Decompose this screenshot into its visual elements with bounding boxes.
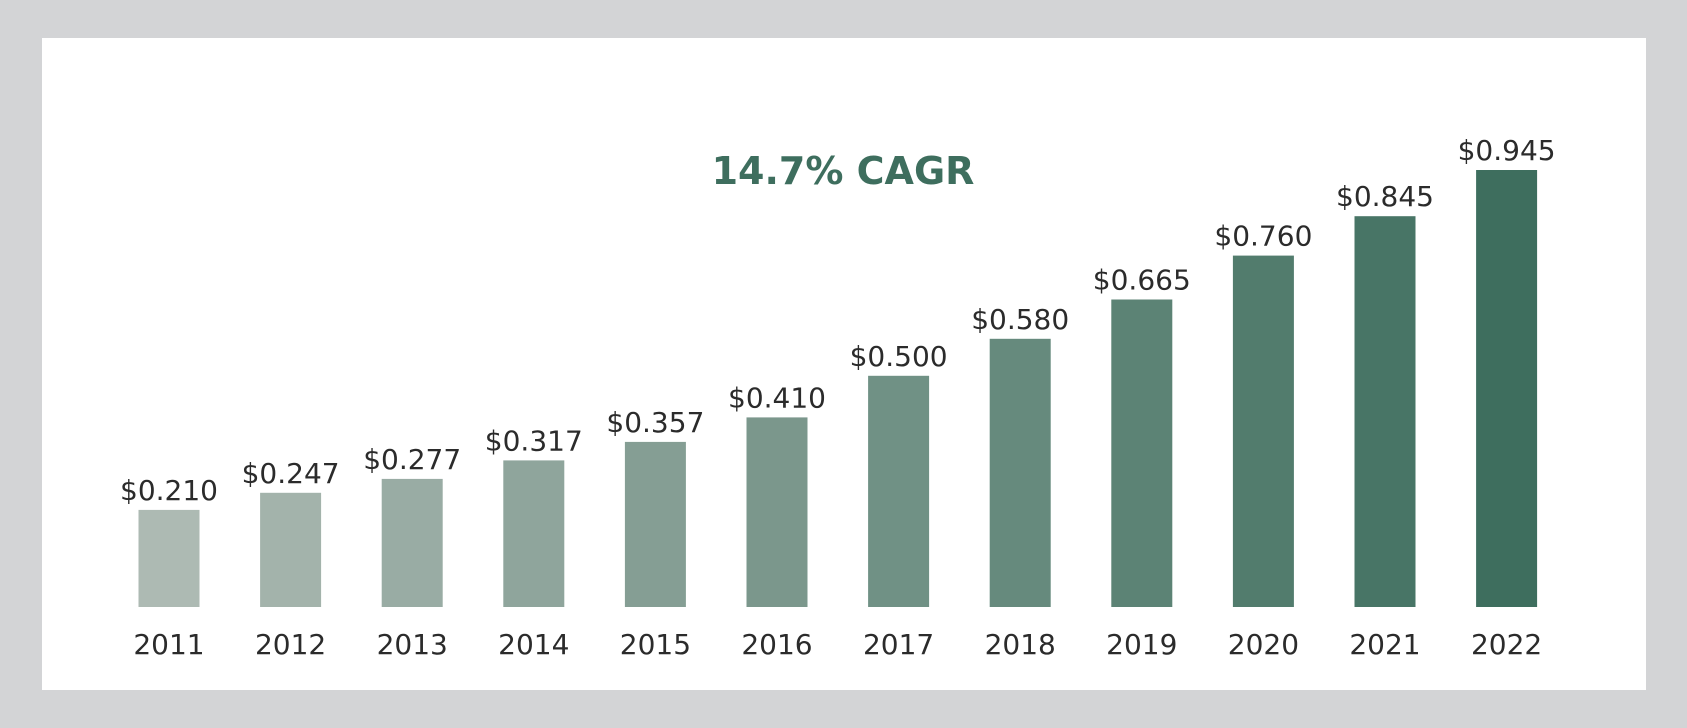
bar-2016 (746, 417, 808, 607)
year-label-2022: 2022 (1471, 628, 1542, 661)
value-label-2012: $0.247 (242, 457, 340, 490)
cagr-annotation: 14.7% CAGR (712, 149, 975, 193)
year-label-2017: 2017 (863, 628, 934, 661)
value-labels-group: $0.210 $0.247 $0.277 $0.317 $0.357 $0.410 $0.5… (120, 134, 1556, 507)
bar-2014 (503, 460, 565, 607)
bar-2015 (624, 441, 686, 607)
year-label-2016: 2016 (741, 628, 812, 661)
bar-2021 (1354, 216, 1416, 607)
value-label-2014: $0.317 (485, 424, 583, 457)
year-label-2015: 2015 (620, 628, 691, 661)
year-label-2020: 2020 (1228, 628, 1299, 661)
year-labels-group: 2011 2012 2013 2014 2015 2016 2017 2018 2019 2020… (133, 628, 1542, 661)
year-label-2014: 2014 (498, 628, 569, 661)
bars-group (138, 170, 1538, 607)
bar-chart: 14.7% CAGR $0.210 $0.247 $0.277 $0.317 $0.35… (120, 134, 1556, 661)
bar-2011 (138, 509, 200, 607)
value-label-2013: $0.277 (363, 443, 461, 476)
bar-2018 (989, 338, 1051, 607)
bar-2013 (381, 478, 443, 607)
value-label-2016: $0.410 (728, 381, 826, 414)
value-label-2020: $0.760 (1214, 220, 1312, 253)
year-label-2012: 2012 (255, 628, 326, 661)
value-label-2021: $0.845 (1336, 180, 1434, 213)
year-label-2021: 2021 (1349, 628, 1420, 661)
year-label-2018: 2018 (985, 628, 1056, 661)
year-label-2019: 2019 (1106, 628, 1177, 661)
bar-2017 (868, 375, 930, 607)
bar-2012 (260, 492, 322, 607)
year-label-2011: 2011 (133, 628, 204, 661)
value-label-2018: $0.580 (971, 303, 1069, 336)
value-label-2017: $0.500 (850, 340, 948, 373)
value-label-2015: $0.357 (606, 406, 704, 439)
bar-2020 (1232, 255, 1294, 607)
bar-2022 (1476, 170, 1538, 607)
value-label-2011: $0.210 (120, 474, 218, 507)
chart-card: 14.7% CAGR $0.210 $0.247 $0.277 $0.317 $0.35… (42, 38, 1646, 690)
value-label-2019: $0.665 (1093, 264, 1191, 297)
bar-2019 (1111, 299, 1173, 607)
year-label-2013: 2013 (377, 628, 448, 661)
value-label-2022: $0.945 (1458, 134, 1556, 167)
